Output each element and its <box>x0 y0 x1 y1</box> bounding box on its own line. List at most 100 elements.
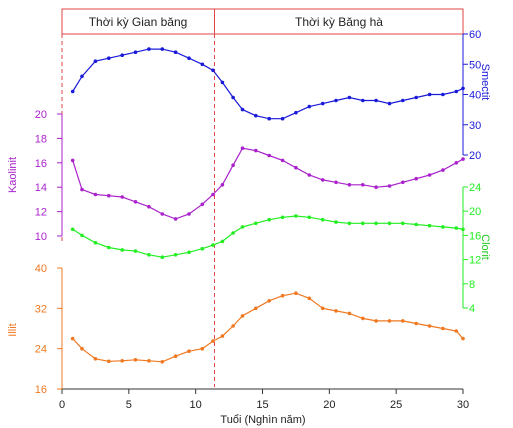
clorit-point <box>347 221 352 226</box>
kaolinit-point <box>107 193 111 198</box>
illit-axis: 16 24 32 40 <box>35 263 63 396</box>
smectit-line <box>72 48 464 120</box>
smectit-point <box>374 98 378 103</box>
smectit-point <box>147 47 151 51</box>
period-header: Thời kỳ Gian băng Thời kỳ Băng hà <box>61 8 464 35</box>
kaolinit-point <box>187 212 191 216</box>
kaolinit-point <box>320 178 325 182</box>
series-layer <box>70 47 465 364</box>
kaolinit-point <box>401 180 405 185</box>
illit-point <box>80 346 84 351</box>
illit-point <box>374 319 378 323</box>
clorit-point <box>294 214 298 218</box>
illit-point <box>200 346 205 351</box>
clorit-tick-label: 24 <box>469 182 481 194</box>
kaolinit-point <box>454 161 459 165</box>
smectit-point <box>320 101 325 106</box>
kaolinit-point <box>147 204 151 209</box>
illit-tick-label: 24 <box>35 344 47 356</box>
clorit-point <box>401 221 405 226</box>
clorit-point <box>267 217 272 222</box>
clorit-point <box>70 227 75 232</box>
smectit-point <box>240 107 245 112</box>
clorit-point <box>320 217 325 222</box>
illit-tick-label: 16 <box>35 384 47 396</box>
kaolinit-tick-label: 14 <box>35 182 47 194</box>
kaolinit-point <box>200 202 205 207</box>
illit-point <box>107 359 111 364</box>
smectit-point <box>120 53 124 57</box>
kaolinit-point <box>280 158 285 163</box>
clorit-point <box>187 250 191 255</box>
kaolinit-point <box>220 183 225 187</box>
kaolinit-point <box>240 146 245 150</box>
smectit-point <box>267 116 272 121</box>
kaolinit-axis: 10 12 14 16 18 20 <box>35 109 63 243</box>
illit-point <box>267 299 272 303</box>
kaolinit-point <box>231 163 235 167</box>
kaolinit-point <box>347 183 352 187</box>
clorit-tick-label: 4 <box>469 303 475 315</box>
illit-point <box>294 291 298 296</box>
illit-point <box>441 326 445 331</box>
kaolinit-tick-label: 16 <box>35 158 47 170</box>
period-label-glacial: Thời kỳ Băng hà <box>295 15 383 29</box>
clorit-point <box>427 223 432 228</box>
smectit-point <box>200 62 205 67</box>
clorit-axis: 4 8 12 16 20 24 <box>462 182 481 315</box>
illit-point <box>427 324 432 328</box>
smectit-point <box>93 59 98 63</box>
kaolinit-point <box>173 217 178 221</box>
illit-point <box>461 336 465 341</box>
clorit-point <box>160 255 165 259</box>
kaolinit-tick-label: 20 <box>35 109 47 121</box>
kaolinit-point <box>414 176 419 181</box>
smectit-tick-label: 50 <box>469 59 481 71</box>
smectit-point <box>414 95 419 100</box>
kaolinit-point <box>307 173 312 177</box>
clorit-point <box>374 221 378 226</box>
smectit-point <box>211 68 215 73</box>
clorit-point <box>173 253 178 257</box>
smectit-point <box>133 50 138 54</box>
clorit-point <box>387 221 392 226</box>
kaolinit-point <box>374 185 378 189</box>
smectit-point <box>173 50 178 54</box>
kaolinit-point <box>254 148 258 153</box>
x-axis: 0 5 10 15 20 25 30 <box>59 388 469 411</box>
kaolinit-point <box>387 184 392 188</box>
clorit-point <box>454 226 459 230</box>
smectit-point <box>107 56 111 60</box>
axes-layer: 0 5 10 15 20 25 30 20 30 40 50 60 10 12 14 16 18 20 4 8 12 16… <box>35 29 482 411</box>
smectit-point <box>294 110 298 115</box>
clorit-point <box>254 221 258 226</box>
illit-point <box>231 324 235 328</box>
smectit-tick-label: 60 <box>469 29 481 41</box>
illit-series <box>70 291 465 364</box>
clorit-tick-label: 8 <box>469 279 475 291</box>
smectit-series <box>70 47 465 121</box>
illit-point <box>307 296 312 301</box>
illit-point <box>133 358 138 362</box>
smectit-point <box>334 98 338 103</box>
kaolinit-tick-label: 18 <box>35 133 47 145</box>
smectit-point <box>441 92 445 97</box>
x-axis-title: Tuổi (Nghìn năm) <box>220 414 305 426</box>
illit-point <box>173 354 178 359</box>
clorit-point <box>80 233 84 238</box>
kaolinit-point <box>133 200 138 204</box>
clorit-tick-label: 12 <box>469 255 481 267</box>
smectit-axis: 20 30 40 50 60 <box>462 29 481 162</box>
clorit-axis-title: Clorit <box>479 234 491 260</box>
clorit-point <box>120 248 124 252</box>
smectit-point <box>280 116 285 121</box>
kaolinit-point <box>93 192 98 197</box>
illit-point <box>401 319 405 323</box>
smectit-point <box>427 92 432 97</box>
illit-point <box>211 339 215 343</box>
illit-tick-label: 32 <box>35 303 47 315</box>
clorit-tick-label: 20 <box>469 206 481 218</box>
clorit-point <box>414 222 419 227</box>
illit-point <box>147 359 151 363</box>
